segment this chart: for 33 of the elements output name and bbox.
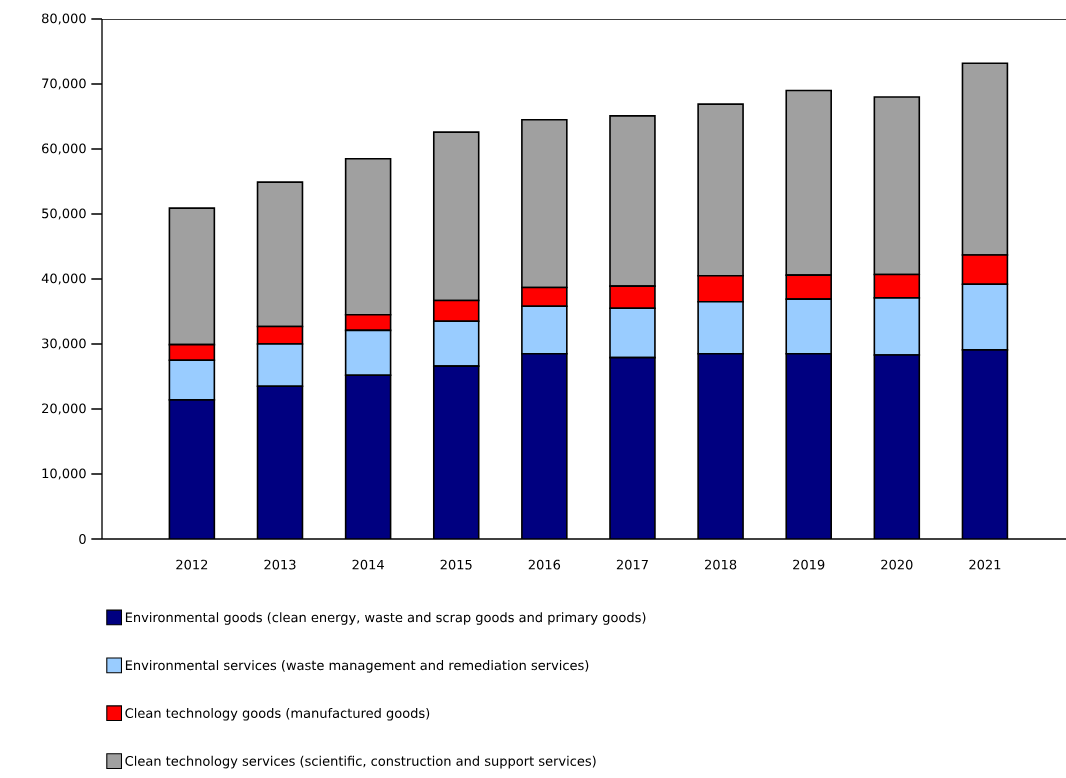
- y-tick-label: 30,000: [42, 338, 86, 350]
- y-tick-label: 60,000: [42, 143, 86, 155]
- bar: [698, 353, 744, 539]
- x-tick-label: 2012: [176, 559, 208, 570]
- bar: [521, 353, 567, 539]
- y-tick-label: 80,000: [42, 13, 86, 25]
- y-tick-label: 0: [79, 534, 86, 544]
- legend-label: Environmental goods (clean energy, waste and scrap goods and primary goods): [125, 612, 646, 625]
- bar: [610, 357, 655, 539]
- bar: [874, 355, 920, 539]
- bar: [257, 386, 303, 539]
- x-tick-label: 2013: [264, 559, 296, 570]
- x-tick-label: 2017: [616, 559, 648, 570]
- x-tick-label: 2016: [528, 559, 561, 570]
- y-tick-label: 10,000: [42, 468, 86, 480]
- legend-label: Environmental services (waste management and remediation services): [125, 660, 589, 673]
- bar: [169, 399, 215, 539]
- bar: [786, 353, 832, 539]
- x-tick-label: 2015: [440, 559, 472, 570]
- y-tick-label: 40,000: [41, 273, 86, 285]
- y-tick-label: 70,000: [42, 78, 86, 90]
- legend-label: Clean technology services (scientific, construction and support services): [125, 755, 596, 769]
- legend-label: Clean technology goods (manufactured goods): [125, 707, 430, 721]
- x-tick-label: 2021: [969, 559, 1001, 570]
- x-tick-label: 2018: [705, 559, 737, 570]
- x-tick-label: 2014: [352, 559, 384, 570]
- bar: [433, 366, 479, 539]
- bar: [345, 375, 391, 539]
- x-tick-label: 2020: [881, 559, 913, 570]
- bar: [961, 349, 1009, 539]
- x-tick-label: 2019: [793, 559, 825, 570]
- y-tick-label: 20,000: [42, 403, 86, 415]
- y-tick-label: 50,000: [42, 208, 86, 220]
